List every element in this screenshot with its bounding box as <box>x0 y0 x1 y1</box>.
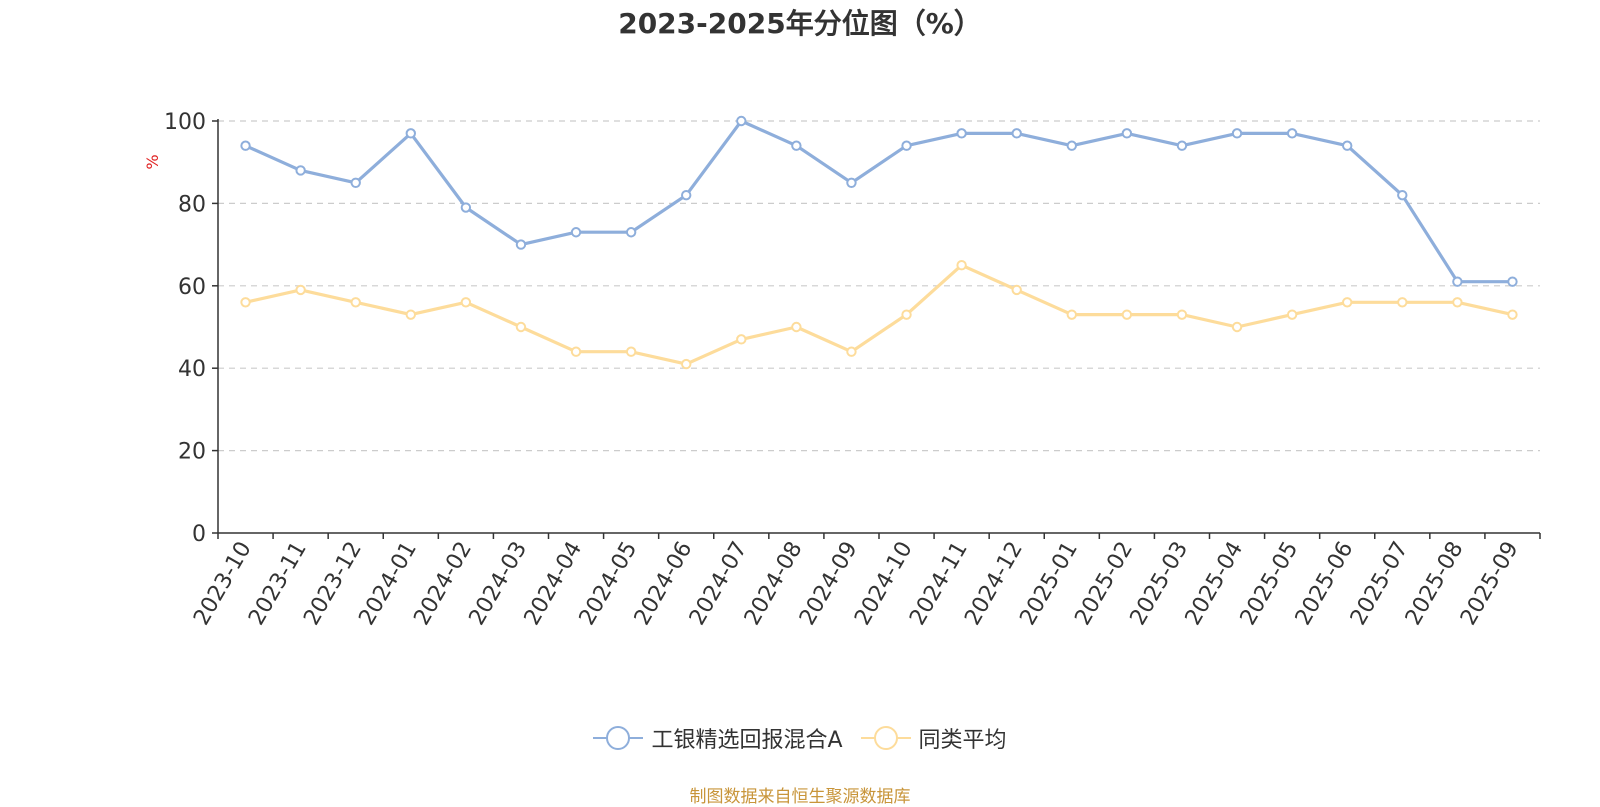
data-point-1 <box>901 309 912 320</box>
data-point-0 <box>570 227 582 238</box>
series-lines <box>240 115 1518 370</box>
chart-title: 2023-2025年分位图（%） <box>618 7 982 40</box>
data-point-0 <box>1507 276 1518 287</box>
data-point-1 <box>1066 309 1077 320</box>
data-point-1 <box>791 321 802 333</box>
data-point-0 <box>350 177 361 189</box>
data-point-1 <box>956 260 967 271</box>
data-point-1 <box>1452 297 1463 308</box>
data-point-0 <box>791 140 802 151</box>
data-point-1 <box>1342 297 1353 308</box>
y-axis-label: % <box>143 154 162 169</box>
data-point-0 <box>240 140 251 151</box>
data-point-0 <box>1066 140 1077 151</box>
data-point-1 <box>1231 321 1243 333</box>
y-tick-label: 100 <box>164 110 206 135</box>
data-point-1 <box>295 284 306 296</box>
legend: 工银精选回报混合A 同类平均 <box>0 722 1600 754</box>
data-point-1 <box>625 346 637 357</box>
data-point-0 <box>515 239 527 250</box>
data-point-1 <box>1176 309 1188 320</box>
grid-lines <box>218 120 1540 452</box>
data-point-0 <box>1121 128 1133 139</box>
data-point-1 <box>240 297 251 308</box>
y-tick-label: 40 <box>178 357 206 382</box>
data-point-0 <box>1176 140 1188 151</box>
data-point-1 <box>515 321 527 333</box>
data-point-1 <box>1121 309 1133 320</box>
y-tick-label: 80 <box>178 192 206 217</box>
source-note: 制图数据来自恒生聚源数据库 <box>689 787 911 807</box>
legend-item-peer-average[interactable]: 同类平均 <box>860 722 1007 754</box>
data-point-1 <box>736 334 747 345</box>
data-point-0 <box>736 115 747 127</box>
data-point-1 <box>1286 309 1298 320</box>
legend-label-peer-average: 同类平均 <box>918 728 1007 753</box>
data-point-0 <box>956 128 967 139</box>
data-point-1 <box>681 358 692 370</box>
data-point-0 <box>846 177 857 189</box>
data-point-1 <box>846 346 857 357</box>
series-line-0 <box>243 119 1515 284</box>
data-point-0 <box>405 128 416 139</box>
data-point-0 <box>681 189 692 201</box>
data-point-1 <box>570 346 582 357</box>
data-point-1 <box>1507 309 1518 320</box>
data-point-0 <box>1286 128 1298 139</box>
data-point-0 <box>1231 128 1243 139</box>
data-point-0 <box>460 202 472 213</box>
data-point-0 <box>1452 276 1463 287</box>
data-point-1 <box>350 297 361 308</box>
y-tick-label: 0 <box>192 522 206 547</box>
data-point-0 <box>1397 189 1408 201</box>
data-point-0 <box>901 140 912 151</box>
data-point-1 <box>405 309 416 320</box>
legend-label-fund: 工银精选回报混合A <box>651 728 843 753</box>
data-point-0 <box>625 227 637 238</box>
legend-item-fund[interactable]: 工银精选回报混合A <box>593 722 843 754</box>
legend-marker-fund <box>593 725 644 751</box>
legend-marker-peer-average <box>860 725 911 751</box>
data-point-0 <box>295 165 306 176</box>
data-point-0 <box>1011 128 1022 139</box>
data-point-1 <box>1397 297 1408 308</box>
data-point-0 <box>1342 140 1353 151</box>
data-point-1 <box>1011 284 1022 296</box>
y-tick-label: 60 <box>178 275 206 300</box>
y-tick-label: 20 <box>178 440 206 465</box>
series-line-1 <box>243 263 1515 366</box>
data-point-1 <box>460 297 472 308</box>
